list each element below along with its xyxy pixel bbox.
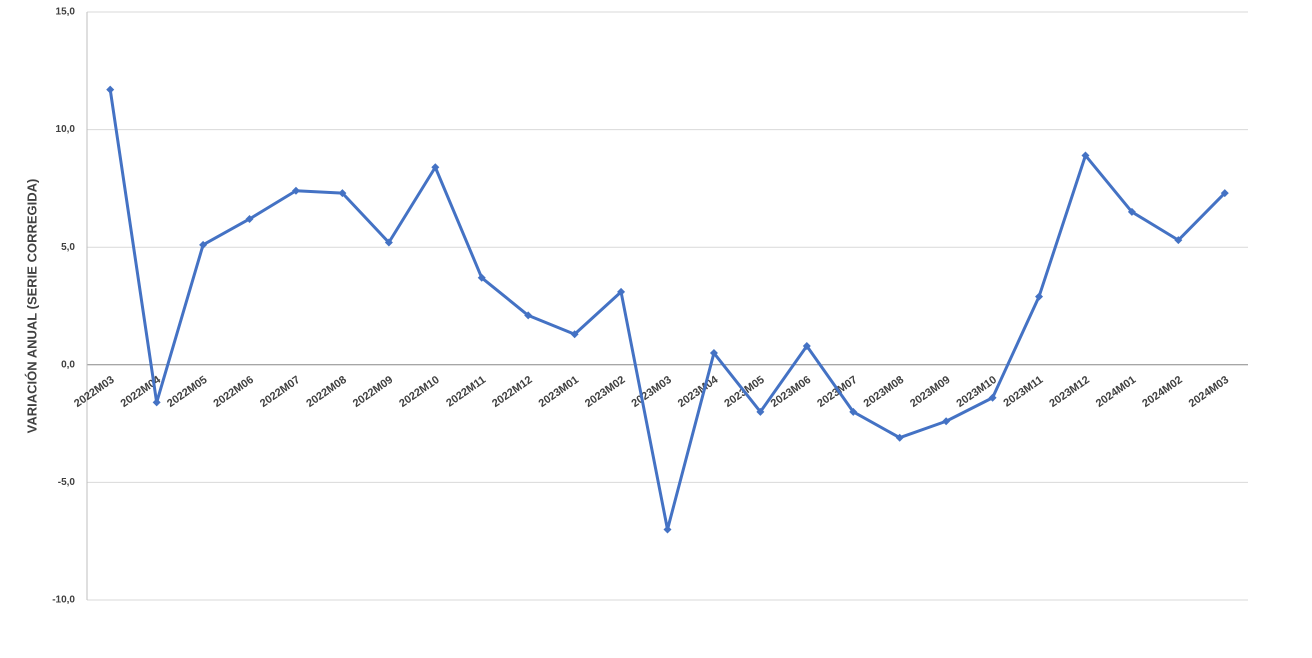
- marker: [1174, 236, 1183, 245]
- marker: [617, 287, 626, 296]
- marker: [245, 214, 254, 223]
- marker: [199, 240, 208, 249]
- y-axis-label: VARIACIÓN ANUAL (SERIE CORREGIDA): [24, 179, 39, 434]
- marker: [1220, 189, 1229, 198]
- marker: [1127, 207, 1136, 216]
- marker: [802, 341, 811, 350]
- x-tick-label: 2024M02: [1140, 374, 1184, 410]
- x-tick-label: 2022M05: [165, 374, 209, 410]
- marker: [431, 163, 440, 172]
- marker: [709, 349, 718, 358]
- x-tick-label: 2023M09: [908, 374, 952, 410]
- x-tick-label: 2023M04: [676, 373, 721, 410]
- marker: [988, 393, 997, 402]
- y-tick-label: 5,0: [61, 242, 75, 253]
- x-tick-label: 2023M11: [1001, 374, 1045, 410]
- x-tick-label: 2023M02: [583, 374, 627, 410]
- marker: [291, 186, 300, 195]
- y-tick-label: -5,0: [58, 477, 76, 488]
- marker: [1035, 292, 1044, 301]
- marker: [756, 407, 765, 416]
- marker: [524, 311, 533, 320]
- marker: [942, 417, 951, 426]
- x-tick-label: 2023M12: [1047, 374, 1091, 410]
- x-tick-label: 2022M09: [351, 374, 395, 410]
- marker: [152, 398, 161, 407]
- marker: [663, 525, 672, 534]
- marker: [384, 238, 393, 247]
- marker: [895, 433, 904, 442]
- y-tick-label: 15,0: [56, 7, 76, 18]
- marker: [106, 85, 115, 94]
- marker: [338, 189, 347, 198]
- x-tick-label: 2022M07: [258, 374, 302, 410]
- y-tick-label: -10,0: [52, 595, 75, 606]
- x-tick-label: 2023M08: [862, 374, 906, 410]
- x-tick-label: 2022M03: [72, 374, 116, 410]
- marker: [849, 407, 858, 416]
- x-tick-label: 2023M01: [537, 374, 581, 410]
- x-tick-label: 2022M08: [304, 374, 348, 410]
- y-tick-label: 0,0: [61, 359, 75, 370]
- x-tick-label: 2022M11: [444, 374, 488, 410]
- marker: [477, 273, 486, 282]
- line: [108, 89, 1226, 531]
- x-tick-label: 2024M03: [1187, 374, 1231, 410]
- x-tick-label: 2022M12: [490, 374, 534, 410]
- x-tick-label: 2024M01: [1094, 374, 1138, 410]
- x-tick-label: 2022M10: [397, 374, 441, 410]
- marker: [570, 330, 579, 339]
- y-tick-label: 10,0: [56, 124, 76, 135]
- x-tick-label: 2023M03: [629, 374, 673, 410]
- marker: [1081, 151, 1090, 160]
- x-tick-label: 2022M06: [211, 374, 255, 410]
